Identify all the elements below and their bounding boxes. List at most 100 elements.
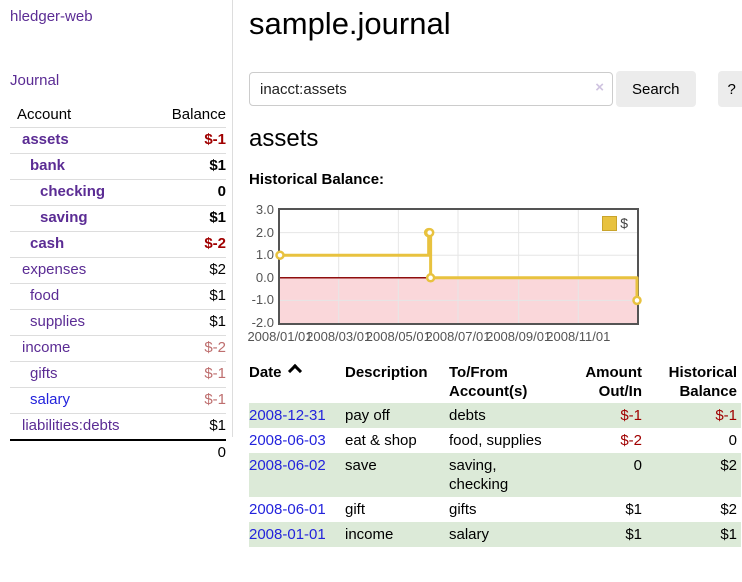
account-row: assets $-1 [10,127,226,154]
y-axis-tick-label: 3.0 [255,202,274,217]
transaction-accounts: food, supplies [449,432,542,449]
y-axis-tick-label: 0.0 [255,269,274,285]
page-title: sample.journal [249,6,451,41]
account-row: expenses $2 [10,257,226,284]
transaction-row: 2008-06-01 gift gifts $1 $2 [249,497,741,522]
transaction-balance: $2 [720,501,737,518]
chart-plot-area: $ [275,208,642,325]
legend-label: $ [620,215,628,231]
account-balance: $1 [118,413,226,440]
x-axis-tick-label: 2008/07/01 [425,329,491,344]
transaction-accounts: debts [449,407,486,424]
transaction-amount: $-1 [620,407,642,424]
account-balance: $1 [118,309,226,336]
account-link-food[interactable]: food [30,287,60,304]
account-balance: $-1 [118,361,226,388]
register-header-amount: Amount Out/In [585,364,642,400]
transaction-accounts: saving, checking [449,457,509,493]
account-link-checking[interactable]: checking [40,183,106,200]
account-balance: $-1 [118,127,226,154]
x-axis-tick-label: 2008/05/01 [365,329,431,344]
y-axis-tick-label: 1.0 [255,247,274,263]
transaction-description: gift [345,501,366,518]
chart-heading: Historical Balance: [249,171,385,188]
x-axis-tick-label: 2008/09/01 [486,329,552,344]
chart-series-svg [275,210,642,323]
clear-search-icon[interactable]: × [595,79,604,96]
sidebar: hledger-web Journal Account Balance asse… [0,0,233,466]
register-header-tofrom: To/From Account(s) [449,364,528,400]
account-row: gifts $-1 [10,361,226,388]
legend-swatch-icon [602,215,618,231]
account-row: liabilities:debts $1 [10,413,226,440]
accounts-total-balance: 0 [118,439,226,466]
account-row: saving $1 [10,205,226,232]
search-button[interactable]: Search [616,71,696,107]
account-link-bank[interactable]: bank [30,157,66,174]
register-header-balance: Historical Balance [668,364,737,400]
account-balance: $1 [118,153,226,180]
search-form: × Search ? [249,71,742,107]
app-title-link[interactable]: hledger-web [10,8,93,25]
account-link-gifts[interactable]: gifts [30,365,58,382]
sort-ascending-icon [287,363,302,379]
transaction-date-link[interactable]: 2008-01-01 [249,526,326,543]
historical-balance-chart: $ 3.0 2.0 1.0 0.0 -1.0 -2.0 2008/01/01 2008/03/… [247,202,741,344]
accounts-header-row: Account Balance [10,103,226,128]
account-balance: $1 [118,283,226,310]
transaction-balance: $-1 [715,407,737,424]
transaction-balance: 0 [728,432,737,449]
account-link-cash[interactable]: cash [30,235,65,252]
transaction-amount: $1 [625,526,642,543]
y-axis-tick-label: -1.0 [251,292,274,308]
search-input[interactable] [249,72,613,106]
account-row: income $-2 [10,335,226,362]
chart-legend: $ [600,214,630,232]
account-balance: $2 [118,257,226,284]
help-button[interactable]: ? [717,71,742,107]
account-row: supplies $1 [10,309,226,336]
account-balance: 0 [118,179,226,206]
sidebar-item-journal[interactable]: Journal [10,72,60,89]
account-heading: assets [249,125,319,152]
x-axis-tick-label: 2008/01/01 [247,329,313,344]
transaction-balance: $2 [720,457,737,474]
y-axis-tick-label: 2.0 [255,224,274,240]
transaction-amount: $-2 [620,432,642,449]
transaction-description: income [345,526,394,543]
account-link-income[interactable]: income [22,339,71,356]
transaction-amount: $1 [625,501,642,518]
transaction-row: 2008-06-02 save saving, checking 0 $2 [249,453,741,497]
x-axis-tick-label: 2008/03/01 [306,329,372,344]
register-header-row: Date Description To/From Account(s) Amou… [249,361,741,403]
account-row: cash $-2 [10,231,226,258]
account-link-liabilities-debts[interactable]: liabilities:debts [22,417,120,434]
account-link-expenses[interactable]: expenses [22,261,87,278]
register-header-date[interactable]: Date [249,361,345,403]
account-link-salary[interactable]: salary [30,391,71,408]
transaction-date-link[interactable]: 2008-06-03 [249,432,326,449]
account-balance: $-2 [118,231,226,258]
transaction-description: save [345,457,377,474]
account-balance: $-2 [118,335,226,362]
account-balance: $1 [118,205,226,232]
account-link-supplies[interactable]: supplies [30,313,86,330]
transaction-date-link[interactable]: 2008-12-31 [249,407,326,424]
account-row: checking 0 [10,179,226,206]
search-input-wrap: × [249,72,613,106]
y-axis-tick-label: -2.0 [251,315,274,330]
account-link-saving[interactable]: saving [40,209,88,226]
transaction-balance: $1 [720,526,737,543]
x-axis-tick-label: 2008/11/01 [546,329,611,344]
accounts-header-account: Account [17,106,72,123]
accounts-total-spacer [10,439,118,466]
transaction-date-link[interactable]: 2008-06-01 [249,501,326,518]
transaction-date-link[interactable]: 2008-06-02 [249,457,326,474]
transaction-amount: 0 [633,457,642,474]
transaction-accounts: gifts [449,501,477,518]
register-header-description: Description [345,364,428,381]
account-row: bank $1 [10,153,226,180]
transaction-row: 2008-12-31 pay off debts $-1 $-1 [249,403,741,428]
account-link-assets[interactable]: assets [22,131,69,148]
transaction-description: pay off [345,407,390,424]
